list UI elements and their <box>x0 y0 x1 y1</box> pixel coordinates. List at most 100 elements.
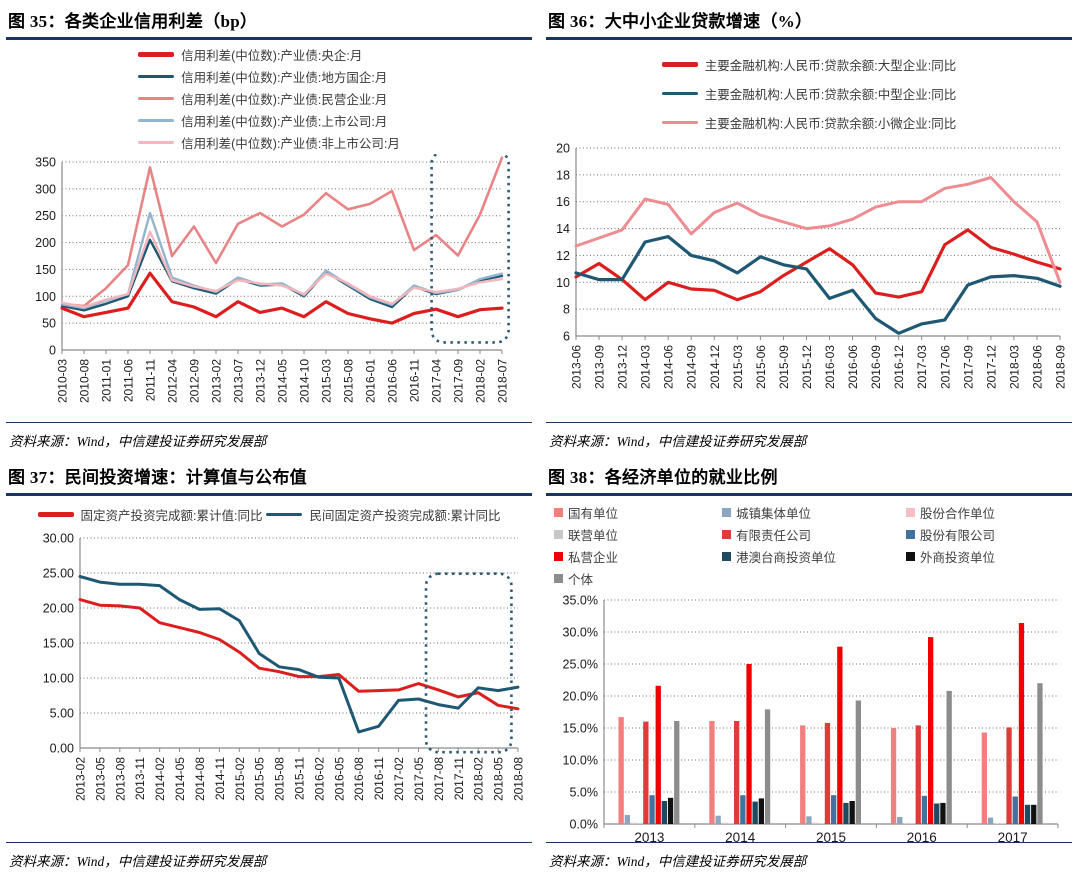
series-line <box>78 575 520 734</box>
source-note: 资料来源：Wind，中信建投证券研究发展部 <box>6 842 532 870</box>
x-tick-label: 2017-03 <box>915 345 929 389</box>
x-tick-label: 2014-08 <box>193 757 207 801</box>
bar <box>764 709 771 824</box>
y-tick-label: 20.0% <box>563 689 598 703</box>
x-tick-label: 2017-11 <box>452 757 466 800</box>
x-tick-label: 2014 <box>725 830 756 842</box>
bar <box>818 823 824 824</box>
bar <box>1031 804 1037 824</box>
x-tick-label: 2016-11 <box>408 359 422 402</box>
x-tick-label: 2013-02 <box>74 757 88 801</box>
legend-label: 个体 <box>568 572 594 587</box>
legend-label: 城镇集体单位 <box>736 506 812 521</box>
x-tick-label: 2018-05 <box>492 757 506 801</box>
legend-item: 信用利差(中位数):产业债:地方国企:月 <box>138 67 400 86</box>
x-tick-label: 2017-02 <box>392 757 406 801</box>
y-tick-label: 300 <box>35 182 56 196</box>
x-tick-label: 2013-11 <box>133 757 147 800</box>
bar <box>661 800 667 824</box>
x-tick-label: 2015-03 <box>731 345 745 389</box>
y-tick-label: 6 <box>563 330 570 344</box>
bar-chart: 0.0% 5.0% 10.0% 15.0% 20.0% 25.0% 30.0% 35.0% 20… <box>563 593 1059 842</box>
line-swatch-icon <box>138 140 175 145</box>
x-tick-label: 2018-02 <box>472 757 486 801</box>
x-tick-label: 2013 <box>634 830 664 842</box>
x-tick-label: 2016-12 <box>892 345 906 389</box>
x-tick-label: 2014-05 <box>276 359 290 403</box>
y-tick-label: 12 <box>556 249 570 263</box>
bar <box>1000 823 1006 824</box>
bar <box>940 802 946 824</box>
bar <box>758 798 764 824</box>
square-swatch-icon <box>906 529 915 539</box>
bar <box>921 795 928 824</box>
title-rule <box>546 493 1072 496</box>
source-note: 资料来源：Wind，中信建投证券研究发展部 <box>6 422 532 450</box>
x-tick-label: 2016-09 <box>869 345 883 389</box>
bar <box>715 815 721 824</box>
x-tick-label: 2013-12 <box>254 359 268 403</box>
x-tick-label: 2014-02 <box>153 757 167 801</box>
legend-items: 信用利差(中位数):产业债:央企:月 信用利差(中位数):产业债:地方国企:月 信用… <box>138 45 400 152</box>
series-line <box>60 156 504 308</box>
series-line <box>60 230 504 309</box>
y-tick-label: 18 <box>556 168 570 182</box>
y-tick-label: 20 <box>556 142 570 156</box>
bar <box>824 722 831 824</box>
y-tick-label: 5.00 <box>50 707 74 721</box>
chart-legend: 国有单位 城镇集体单位 股份合作单位 联营单位 有限责任公司 股份有限公司 私营企业 港澳台商… <box>546 499 1072 590</box>
x-tick-label: 2015-05 <box>253 757 267 801</box>
x-tick-label: 2016-08 <box>352 757 366 801</box>
bar <box>624 814 630 824</box>
y-tick-label: 30.0% <box>563 625 598 639</box>
figure-title: 图 36：大中小企业贷款增速（%） <box>548 12 813 31</box>
y-tick-label: 50 <box>42 317 56 331</box>
bar <box>987 817 994 824</box>
y-tick-label: 0 <box>49 343 56 357</box>
line-swatch-icon <box>138 52 175 57</box>
legend-label: 固定资产投资完成额:累计值:同比 <box>80 509 263 523</box>
legend-label: 信用利差(中位数):产业债:民营企业:月 <box>181 92 388 107</box>
legend-item: 联营单位 <box>554 525 722 544</box>
legend-label: 主要金融机构:人民币:贷款余额:中型企业:同比 <box>704 88 957 102</box>
legend-items: 固定资产投资完成额:累计值:同比 民间固定资产投资完成额:累计同比 <box>37 505 500 524</box>
bar <box>812 822 818 824</box>
square-swatch-icon <box>554 551 563 561</box>
x-tick-label: 2012-04 <box>166 359 180 403</box>
y-tick-label: 25.00 <box>43 567 74 581</box>
line-swatch-icon <box>138 118 175 123</box>
x-tick-label: 2017-06 <box>938 345 952 389</box>
y-tick-label: 200 <box>35 236 56 250</box>
annotation-box <box>430 153 510 344</box>
line-chart: 0.00 5.00 10.00 15.00 20.00 25.00 30.00 2013-02… <box>43 532 526 802</box>
square-swatch-icon <box>906 551 915 561</box>
y-tick-label: 8 <box>563 303 570 317</box>
legend-item: 股份合作单位 <box>906 503 1064 522</box>
legend-item: 信用利差(中位数):产业债:民营企业:月 <box>138 89 400 108</box>
chart-legend: 固定资产投资完成额:累计值:同比 民间固定资产投资完成额:累计同比 <box>6 499 532 526</box>
panel-fig35: 图 35：各类企业信用利差（bp） 信用利差(中位数):产业债:央企:月 信用利差… <box>0 0 540 456</box>
square-swatch-icon <box>554 507 563 517</box>
y-tick-label: 15.00 <box>43 637 74 651</box>
panel-fig36: 图 36：大中小企业贷款增速（%） 主要金融机构:人民币:贷款余额:大型企业:同… <box>540 0 1080 456</box>
legend-label: 信用利差(中位数):产业债:非上市公司:月 <box>181 136 400 151</box>
legend-item: 民间固定资产投资完成额:累计同比 <box>266 505 500 524</box>
bar <box>630 822 637 824</box>
bar <box>1012 796 1018 824</box>
series-line <box>60 271 504 325</box>
y-tick-label: 30.00 <box>43 532 74 546</box>
x-tick-label: 2017 <box>998 830 1028 842</box>
x-tick-label: 2016 <box>907 830 937 842</box>
bar <box>674 720 680 824</box>
legend-item: 股份有限公司 <box>906 525 1064 544</box>
bar <box>843 802 849 824</box>
y-tick-label: 250 <box>35 209 56 223</box>
legend-item: 主要金融机构:人民币:贷款余额:小微企业:同比 <box>661 113 956 132</box>
x-tick-label: 2014-05 <box>173 757 187 801</box>
legend-item: 港澳台商投资单位 <box>722 547 906 566</box>
legend-label: 港澳台商投资单位 <box>736 550 837 565</box>
line-swatch-icon <box>37 512 74 517</box>
bar <box>667 797 674 824</box>
square-swatch-icon <box>722 507 731 517</box>
